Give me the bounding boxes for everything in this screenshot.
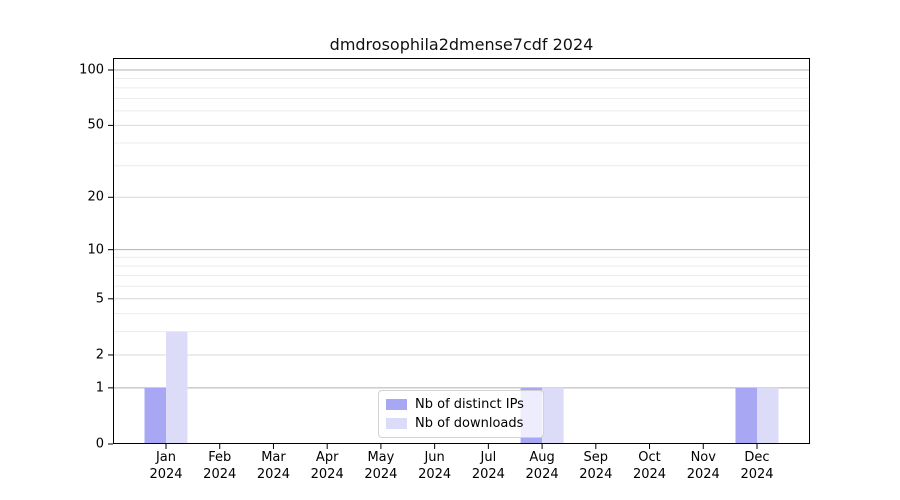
y-tick-label: 10 [87,242,104,258]
bar-aug-downloads [542,387,564,444]
y-tick-label: 2 [95,347,104,363]
x-tick-label: Aug 2024 [525,450,559,482]
legend-swatch-icon [386,399,407,410]
y-tick-label: 0 [95,436,104,452]
x-tick-label: Oct 2024 [632,450,667,482]
legend-item: Nb of downloads [386,416,537,431]
bar-dec-downloads [756,387,779,444]
bar-dec-ips [735,387,757,444]
legend-label: Nb of distinct IPs [415,397,524,412]
legend-item: Nb of distinct IPs [386,397,537,412]
x-tick-label: Jul 2024 [471,450,505,482]
y-tick-label: 5 [95,291,104,307]
y-tick-label: 100 [79,62,104,78]
bar-jan-ips [144,387,166,444]
x-tick-label: Nov 2024 [686,450,720,482]
x-tick-label: Mar 2024 [256,450,290,482]
y-tick-label: 1 [95,380,104,396]
x-tick-label: Jan 2024 [149,450,183,482]
x-tick-label: Dec 2024 [740,450,774,482]
y-tick-label: 50 [87,117,104,133]
plot-border [113,58,810,444]
chart-title: dmdrosophila2dmense7cdf 2024 [329,35,594,54]
x-tick-label: May 2024 [364,450,398,482]
x-tick-label: Jun 2024 [418,450,452,482]
legend-swatch-icon [386,418,407,429]
y-tick-label: 20 [87,189,104,205]
x-tick-label: Apr 2024 [310,450,344,482]
x-tick-label: Sep 2024 [579,450,613,482]
bar-jan-downloads [166,331,188,444]
x-tick-label: Feb 2024 [203,450,237,482]
legend-label: Nb of downloads [415,416,524,431]
legend: Nb of distinct IPs Nb of downloads [378,390,544,438]
